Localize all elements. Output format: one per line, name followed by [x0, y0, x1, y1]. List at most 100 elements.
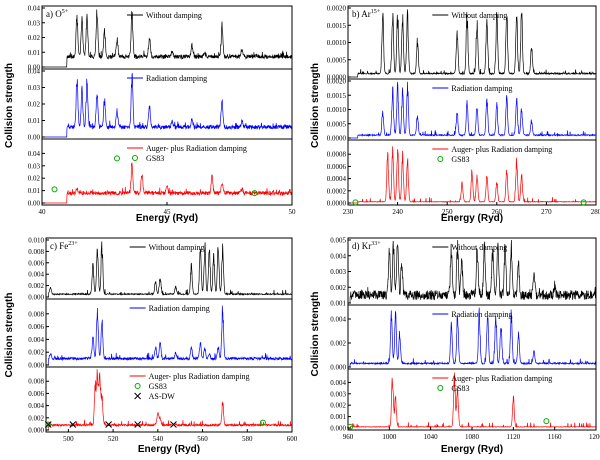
subplot-cff0000: 0.000 0.001 0.002 0.003 0.004 Auger- plus Rad… — [330, 368, 597, 433]
y-tick-label: 0.002 — [28, 282, 44, 290]
y-tick-label: 0.002 — [330, 402, 346, 410]
legend-gs83-marker — [132, 155, 138, 161]
x-tick-label: 600 — [287, 435, 298, 443]
x-tick-label: 280 — [591, 208, 600, 216]
x-tick-label: 500 — [63, 435, 74, 443]
series-line — [42, 9, 293, 68]
series-line — [348, 307, 597, 368]
y-tick-label: 0.001 — [330, 413, 346, 421]
y-tick-label: 0.000 — [28, 362, 44, 370]
y-tick-label: 0.01 — [28, 187, 41, 195]
asdw-point — [69, 421, 77, 428]
y-tick-label: 0.0005 — [327, 120, 347, 128]
x-axis-title: Energy (Ryd) — [138, 444, 200, 455]
y-tick-label: 0.04 — [28, 5, 41, 13]
x-axis-title: Energy (Ryd) — [136, 213, 198, 224]
y-tick-label: 0.005 — [330, 237, 346, 245]
x-tick-label: 560 — [197, 435, 208, 443]
y-tick-label: 0.01 — [28, 49, 41, 57]
legend-label: Radiation damping — [451, 84, 512, 93]
subplot-c000000: 0.000 0.002 0.004 0.006 0.008 0.010 Without da… — [28, 237, 293, 302]
x-tick-label: 45 — [164, 208, 172, 216]
legend-label: Radiation damping — [451, 310, 512, 319]
x-tick-label: 260 — [492, 208, 503, 216]
y-tick-label: 0.008 — [28, 248, 44, 256]
x-tick-label: 960 — [343, 433, 354, 441]
y-tick-label: 0.02 — [28, 175, 41, 183]
y-tick-label: 0.0000 — [327, 135, 347, 143]
panel-label: c) Fe23+ — [50, 241, 78, 251]
y-tick-label: 0.000 — [330, 364, 346, 372]
x-tick-label: 1040 — [424, 433, 439, 441]
y-tick-label: 0.0015 — [327, 92, 347, 100]
x-tick-label: 1080 — [465, 433, 480, 441]
y-tick-label: 0.0008 — [327, 151, 347, 159]
legend-label: Radiation damping — [146, 74, 207, 83]
y-tick-label: 0.006 — [28, 323, 44, 331]
y-tick-label: 0.000 — [28, 427, 44, 435]
legend-asdw-marker — [134, 392, 141, 400]
panel-label-ion: c) Fe — [50, 241, 68, 251]
y-tick-label: 0.0020 — [327, 5, 347, 13]
panel-label-charge: 23+ — [68, 241, 78, 247]
y-tick-label: 0.006 — [28, 259, 44, 267]
series-line — [348, 372, 597, 429]
y-tick-label: 0.00 — [28, 64, 41, 72]
series-line — [42, 162, 293, 204]
y-tick-label: 0.0000 — [327, 200, 347, 208]
subplot-c0000ff: 0.00 0.01 0.02 0.03 0.04 Radiation damping — [28, 68, 293, 142]
y-tick-label: 0.002 — [28, 414, 44, 422]
x-axis-title: Energy (Ryd) — [441, 444, 503, 455]
series-line — [46, 305, 293, 366]
y-tick-label: 0.008 — [28, 310, 44, 318]
subplot-cff0000: 0.000 0.002 0.004 0.006 0.008 Auger- plus Rad… — [28, 366, 293, 435]
y-tick-label: 0.000 — [330, 425, 346, 433]
x-tick-label: 40 — [39, 208, 47, 216]
gs83-point — [347, 423, 354, 430]
x-tick-label: 240 — [392, 208, 403, 216]
x-tick-label: 1200 — [589, 433, 600, 441]
series-line — [348, 146, 597, 204]
x-tick-label: 230 — [343, 208, 354, 216]
y-axis-title: Collision strength — [310, 63, 321, 148]
subplot-cff0000: 0.0000 0.0002 0.0004 0.0006 0.0008 Auger- plu… — [327, 139, 597, 208]
legend-gs83-marker — [437, 156, 444, 162]
legend-gs83-label: GS83 — [149, 382, 167, 391]
panel-b: 0.0000 0.0005 0.0010 0.0015 0.0020 Without da… — [310, 5, 600, 225]
legend-asdw-label: AS-DW — [149, 392, 176, 401]
y-tick-label: 0.000 — [28, 294, 44, 302]
y-tick-label: 0.01 — [28, 117, 41, 125]
gs83-point — [580, 199, 587, 206]
panel-label-ion: a) O — [46, 9, 62, 19]
panel-c: 0.000 0.002 0.004 0.006 0.008 0.010 Without da… — [4, 237, 298, 456]
y-tick-label: 0.0006 — [327, 163, 347, 171]
y-tick-label: 0.00 — [28, 134, 41, 142]
y-tick-label: 0.003 — [330, 268, 346, 276]
panel-label: b) Ar15+ — [352, 9, 381, 19]
gs83-point — [45, 421, 52, 428]
y-tick-label: 0.002 — [28, 349, 44, 357]
y-tick-label: 0.0015 — [327, 22, 347, 30]
gs83-point — [251, 190, 258, 197]
y-tick-label: 0.03 — [28, 162, 41, 170]
y-tick-label: 0.002 — [330, 284, 346, 292]
x-axis-title: Energy (Ryd) — [441, 213, 503, 224]
panel-label-charge: 15+ — [371, 9, 381, 15]
subplot-c0000ff: 0.000 0.002 0.004 Radiation damping — [330, 304, 597, 372]
panel-d: 0.001 0.002 0.003 0.004 0.005 Without damping… — [310, 237, 600, 456]
y-tick-label: 0.006 — [28, 390, 44, 398]
y-tick-label: 0.004 — [28, 271, 44, 279]
panel-label-charge: 5+ — [62, 9, 69, 15]
y-tick-label: 0.0020 — [327, 78, 347, 86]
y-tick-label: 0.010 — [28, 237, 44, 245]
subplot-frame — [45, 366, 293, 433]
x-tick-label: 1000 — [382, 433, 397, 441]
y-tick-label: 0.004 — [28, 402, 44, 410]
series-line — [348, 81, 597, 139]
legend-label: Auger- plus Radiation damping — [149, 372, 250, 381]
y-tick-label: 0.0010 — [327, 39, 347, 47]
y-tick-label: 0.0010 — [327, 106, 347, 114]
gs83-point — [51, 186, 58, 193]
